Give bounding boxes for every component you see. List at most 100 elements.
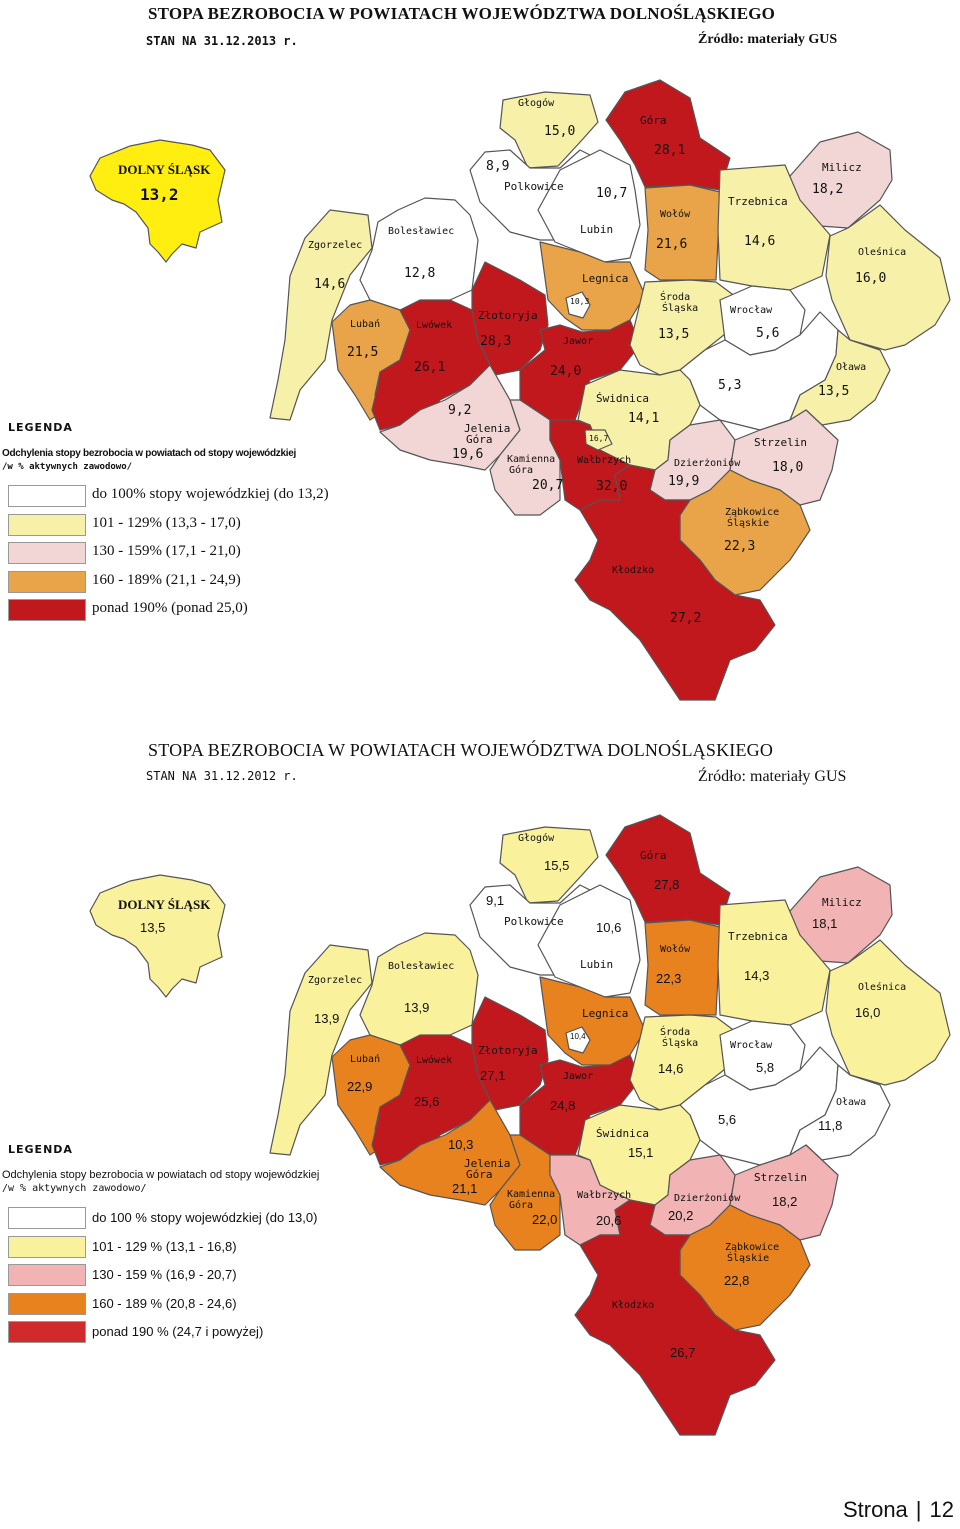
district-value-label: 16,0: [855, 1005, 880, 1020]
district-name-label: Strzelin: [754, 1171, 807, 1184]
district-name-label: Ząbkowice: [725, 1242, 779, 1253]
district-góra: [605, 814, 731, 926]
district-value-label: 28,3: [480, 334, 511, 349]
district-name-label: Zgorzelec: [308, 240, 362, 251]
district-name-label: Śląska: [662, 1036, 698, 1049]
legend-description: Odchylenia stopy bezrobocia w powiatach …: [2, 1169, 320, 1181]
district-value-label: 5,6: [756, 326, 779, 341]
district-oleśnica: [825, 939, 951, 1086]
district-name-label: Wołów: [660, 943, 691, 955]
region-inset: [89, 139, 226, 263]
district-value-label: 22,3: [656, 971, 681, 986]
district-value-label: 24,8: [550, 1098, 575, 1113]
district-value-label: 9,2: [448, 403, 471, 418]
district-value-label: 5,8: [756, 1060, 774, 1075]
district-name-label: Ząbkowice: [725, 507, 779, 518]
district-value-label: 18,2: [772, 1194, 797, 1209]
legend-item: 130 - 159% (17,1 - 21,0): [8, 542, 428, 564]
legend-item: ponad 190% (ponad 25,0): [8, 599, 428, 621]
district-name-label: Trzebnica: [728, 195, 788, 208]
district-value-label: 21,1: [452, 1181, 477, 1196]
district-value-label: 14,6: [658, 1061, 683, 1076]
legend-item: ponad 190 % (24,7 i powyżej): [8, 1321, 428, 1343]
page-number: 12: [929, 1497, 954, 1522]
district-wałbrzych-miasto-: [584, 429, 613, 451]
legend-item: 160 - 189 % (20,8 - 24,6): [8, 1292, 428, 1315]
footer-separator: |: [915, 1497, 922, 1522]
map-title: STOPA BEZROBOCIA W POWIATACH WOJEWÓDZTWA…: [148, 740, 774, 760]
district-jawor: [519, 319, 641, 421]
legend-label: do 100% stopy wojewódzkiej (do 13,2): [92, 486, 329, 502]
district-name-label: Lwówek: [416, 1054, 452, 1066]
district-value-label: 16,0: [855, 271, 886, 286]
district-name-label: Polkowice: [504, 915, 564, 928]
district-value-label: 14,3: [744, 968, 769, 983]
district-name-label: Kamienna: [507, 1189, 555, 1200]
district-name-label: Wrocław: [730, 305, 773, 316]
district-kłodzko: [574, 464, 776, 701]
district-name-label: Środa: [660, 290, 690, 303]
footer-label: Strona: [842, 1497, 908, 1522]
map-svg-2013: DOLNY ŚLĄSK 13,2 Głogów 15,0 Góra 28,1 Milicz 1…: [89, 79, 951, 701]
district-name-label: Lubin: [580, 958, 613, 971]
district-value-label: 20,6: [596, 1213, 621, 1228]
district-name-label: Kłodzko: [612, 1300, 654, 1311]
district-legnica-miasto-: [565, 1026, 591, 1054]
district-name-label: Wołów: [660, 208, 691, 220]
legend-description-unit: /w % aktywnych zawodowo/: [2, 462, 133, 472]
legend-item: do 100% stopy wojewódzkiej (do 13,2): [8, 485, 428, 507]
district-value-label: 13,5: [818, 384, 849, 399]
district-name-label: Legnica: [582, 272, 628, 285]
legend-swatch: [8, 1321, 86, 1343]
district-value-label: 18,0: [772, 460, 803, 475]
district-value-label: 27,1: [480, 1068, 505, 1083]
district-name-label: Jelenia: [464, 1157, 510, 1170]
district-name-label: Lwówek: [416, 319, 452, 331]
district-name-label: Dzierżoniów: [674, 1192, 741, 1204]
district-name-label: Głogów: [518, 97, 555, 109]
district-value-label: 22,0: [532, 1212, 557, 1227]
district-name-label: Środa: [660, 1025, 690, 1038]
district-name-label: Góra: [640, 849, 667, 862]
district-name-label: Strzelin: [754, 436, 807, 449]
page-footer: Strona | 12: [843, 1497, 954, 1523]
district-value-label: 13,9: [314, 1011, 339, 1026]
district-name-label: Głogów: [518, 832, 555, 844]
legend-swatch: [8, 599, 86, 621]
district-value-label: 10,4: [570, 1032, 586, 1041]
legend-label: ponad 190% (ponad 25,0): [92, 600, 248, 616]
region-inset: [89, 874, 226, 998]
district-oleśnica: [825, 204, 951, 351]
legend-swatch: [8, 1207, 86, 1229]
district-value-label: 22,9: [347, 1079, 372, 1094]
district-name-label: Świdnica: [596, 1127, 649, 1140]
legend-item: do 100 % stopy wojewódzkiej (do 13,0): [8, 1207, 428, 1229]
district-legnica-miasto-: [565, 291, 591, 319]
map-title: STOPA BEZROBOCIA W POWIATACH WOJEWÓDZTWA…: [148, 4, 776, 23]
legend-item: 101 - 129% (13,3 - 17,0): [8, 513, 428, 536]
district-bolesławiec: [359, 932, 479, 1061]
district-name-label: Milicz: [822, 161, 862, 174]
district-name-label: Lubin: [580, 223, 613, 236]
district-value-label: 25,6: [414, 1094, 439, 1109]
district-name-label: Góra: [466, 1168, 493, 1181]
district-value-label: 11,8: [818, 1118, 842, 1133]
district-wołów: [644, 184, 721, 281]
legend-item: 130 - 159 % (16,9 - 20,7): [8, 1264, 428, 1286]
district-value-label: 9,1: [486, 893, 504, 908]
legend-swatch: [8, 542, 86, 564]
district-value-label: 19,6: [452, 447, 483, 462]
legend-item: 101 - 129 % (13,1 - 16,8): [8, 1235, 428, 1258]
legend-title: LEGENDA: [8, 421, 73, 434]
district-value-label: 27,2: [670, 611, 701, 626]
district-value-label: 15,0: [544, 124, 575, 139]
legend-description-unit: /w % aktywnych zawodowo/: [2, 1183, 147, 1194]
district-góra: [605, 79, 731, 191]
district-name-label: Zgorzelec: [308, 975, 362, 986]
district-value-label: 32,0: [596, 479, 627, 494]
district-name-label: Góra: [640, 114, 667, 127]
district-name-label: Oleśnica: [858, 246, 906, 258]
district-value-label: 16,7: [589, 434, 608, 443]
district-name-label: Milicz: [822, 896, 862, 909]
district-value-label: 14,1: [628, 411, 659, 426]
